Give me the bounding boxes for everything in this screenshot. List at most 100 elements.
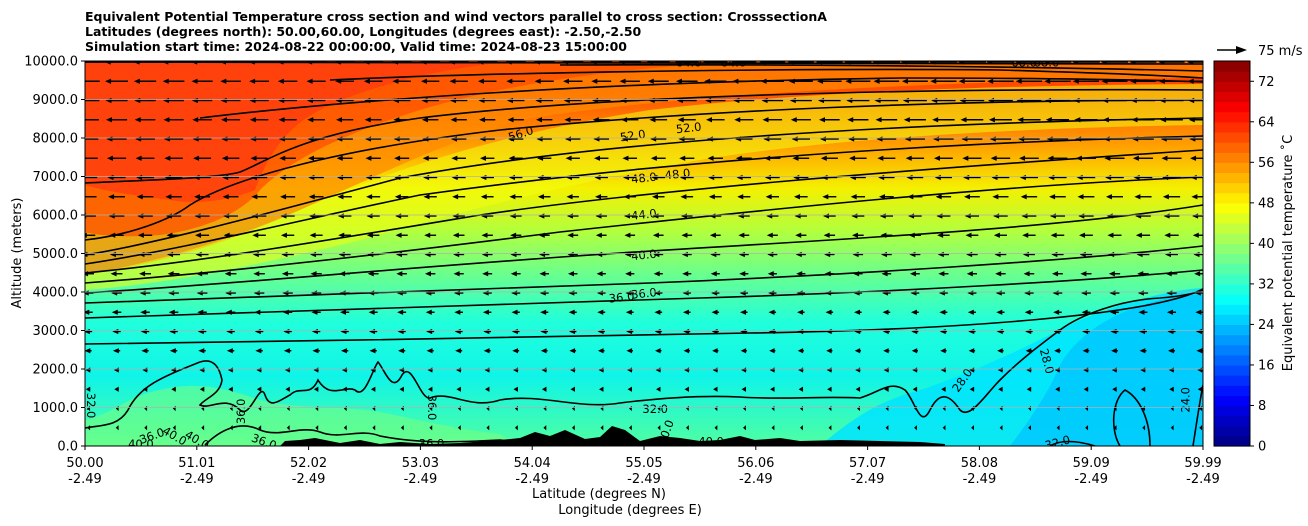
- wind-vector: [540, 309, 549, 315]
- wind-vector: [85, 386, 91, 392]
- wind-vector: [85, 157, 98, 159]
- wind-vector: [510, 271, 521, 277]
- wind-vector: [105, 117, 128, 123]
- wind-vector: [340, 309, 350, 315]
- contour-line: [85, 135, 1203, 265]
- wind-vector: [452, 194, 466, 200]
- wind-vector: [1075, 155, 1096, 161]
- contour-label: 52.0: [675, 120, 702, 137]
- wind-vector: [567, 232, 579, 238]
- wind-vector: [997, 348, 1004, 354]
- wind-vector: [940, 348, 947, 354]
- wind-vector: [313, 386, 319, 392]
- wind-vector: [762, 117, 783, 123]
- wind-vector: [768, 309, 777, 315]
- wind-vector: [731, 61, 757, 65]
- contour-line: [85, 288, 1203, 345]
- wind-vector: [992, 194, 1009, 200]
- wind-vector: [930, 78, 957, 84]
- wind-vector: [875, 117, 898, 123]
- contour-label: 52.0: [619, 127, 646, 144]
- wind-vector: [709, 232, 721, 238]
- wind-vector: [167, 271, 180, 277]
- wind-vector: [741, 386, 747, 392]
- wind-vector: [704, 78, 727, 84]
- wind-vector: [880, 232, 893, 238]
- wind-vector: [479, 155, 495, 161]
- colorbar-frame: [1213, 60, 1251, 447]
- contour-line: [85, 245, 1203, 304]
- wind-vector: [367, 271, 379, 277]
- wind-vector: [391, 61, 412, 65]
- x-tick-label-lon: -2.49: [627, 472, 661, 487]
- wind-vector: [115, 425, 119, 431]
- x-tick-label-lat: 59.99: [1184, 456, 1221, 471]
- wind-vector: [596, 271, 606, 277]
- wind-vector: [684, 386, 689, 392]
- wind-vector: [990, 155, 1011, 161]
- x-tick-label-lon: -2.49: [1074, 472, 1108, 487]
- colorbar: 0 8 16 24 32 40 48 56 64 72: [1214, 61, 1275, 455]
- wind-vector: [225, 309, 236, 315]
- wind-vector: [306, 61, 327, 65]
- wind-vector: [900, 61, 929, 65]
- wind-vector: [506, 78, 526, 84]
- wind-vector: [1132, 155, 1154, 161]
- wind-vector: [85, 176, 98, 179]
- wind-vector: [1161, 155, 1182, 161]
- x-tick-label-lat: 59.09: [1073, 456, 1110, 471]
- contour-line: [1112, 389, 1151, 446]
- wind-vector: [705, 117, 725, 123]
- wind-vector: [650, 155, 666, 161]
- wind-vector: [1025, 348, 1033, 354]
- wind-vector: [707, 155, 724, 161]
- colorbar-step: [1214, 182, 1250, 194]
- wind-vector: [562, 78, 583, 84]
- wind-vector: [1102, 117, 1127, 123]
- wind-vector: [423, 194, 437, 200]
- wind-vector: [543, 425, 547, 431]
- wind-vector: [398, 348, 406, 354]
- colorbar-step: [1214, 192, 1250, 204]
- wind-vector: [256, 386, 262, 392]
- y-tick-label: 7000.0: [33, 170, 79, 185]
- contour-label: 32.0: [642, 402, 668, 416]
- wind-vector: [969, 386, 975, 392]
- wind-vector: [508, 155, 523, 161]
- wind-vector: [881, 271, 892, 277]
- wind-vector: [824, 271, 834, 277]
- contour-label: 28.0: [1037, 347, 1057, 375]
- wind-vector: [171, 386, 176, 392]
- colorbar-step: [1214, 304, 1250, 315]
- wind-vector: [626, 348, 634, 354]
- wind-vector: [1140, 386, 1146, 392]
- colorbar-step: [1214, 324, 1250, 336]
- wind-vector: [369, 348, 377, 354]
- contour-label: 36.0: [630, 285, 657, 302]
- wind-vector: [104, 61, 129, 65]
- wind-vector: [112, 348, 121, 354]
- wind-vector: [111, 309, 122, 315]
- wind-vector: [962, 155, 982, 161]
- wind-vector: [823, 232, 836, 238]
- wind-vector: [1055, 386, 1060, 392]
- wind-vector: [739, 271, 749, 277]
- wind-vector: [452, 232, 465, 238]
- wind-vector: [162, 61, 185, 65]
- wind-vector: [363, 78, 383, 84]
- wind-vector: [421, 117, 439, 123]
- wind-vector: [197, 309, 207, 315]
- wind-vector: [1014, 61, 1043, 65]
- wind-vector: [743, 425, 746, 431]
- wind-vector: [1139, 348, 1147, 354]
- y-axis-label: Altitude (meters): [10, 198, 25, 309]
- contour-label: 64.0: [676, 55, 702, 69]
- wind-vector: [998, 386, 1003, 392]
- wind-vector: [509, 194, 523, 200]
- y-tick-label: 3000.0: [33, 324, 79, 339]
- wind-vector: [569, 348, 577, 354]
- wind-vector: [594, 155, 609, 161]
- wind-vector: [484, 386, 490, 392]
- contour-label: 40.0: [698, 435, 724, 449]
